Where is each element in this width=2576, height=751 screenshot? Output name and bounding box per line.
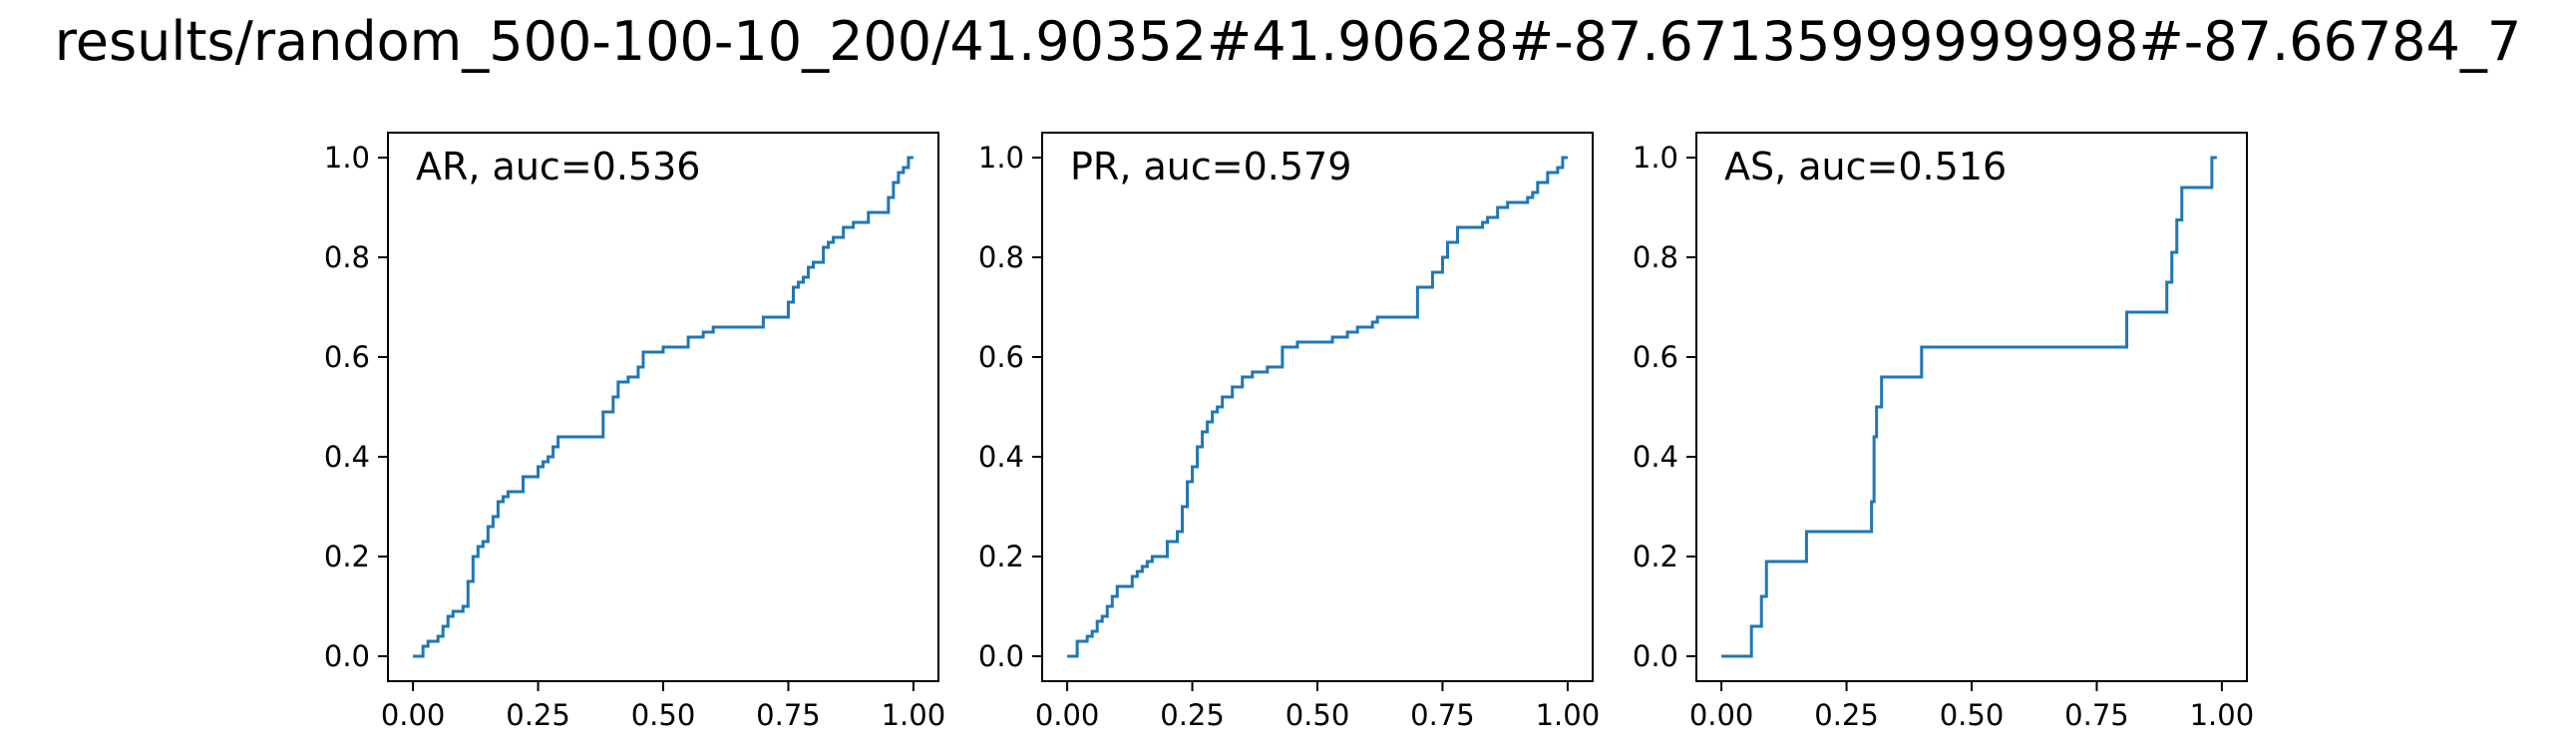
x-tick-label: 0.00 [1035,698,1100,732]
y-tick-label: 0.6 [1633,340,1678,374]
x-tick-label: 0.50 [1940,698,2005,732]
plot-frame [1041,132,1594,682]
y-tick-label: 0.0 [978,639,1024,673]
y-tick-label: 0.8 [1633,240,1678,274]
x-tick-label: 0.75 [1410,698,1475,732]
y-tick-label: 0.6 [324,340,370,374]
y-tick-label: 0.8 [978,240,1024,274]
y-tick-label: 1.0 [1633,141,1678,175]
y-tick-label: 0.0 [324,639,370,673]
x-tick-label: 0.25 [506,698,570,732]
x-tick-label: 0.00 [381,698,446,732]
roc-step-line [413,156,914,658]
x-tick-label: 0.50 [631,698,696,732]
subplot-pr: 0.00 0.25 0.50 0.75 1.00 0.0 0.2 0.4 0.6 0.8 1.0 PR… [978,132,1601,732]
auc-annotation: AS, auc=0.516 [1724,145,2007,188]
y-tick-label: 0.2 [324,540,370,573]
x-tick-label: 0.00 [1689,698,1754,732]
y-tick-label: 0.2 [978,540,1024,573]
y-tick-label: 0.8 [324,240,370,274]
x-tick-label: 0.75 [2064,698,2129,732]
x-tick-label: 0.75 [756,698,821,732]
y-tick-label: 1.0 [978,141,1024,175]
subplot-as: 0.00 0.25 0.50 0.75 1.00 0.0 0.2 0.4 0.6 0.8 1.0 AS… [1633,132,2255,732]
x-tick-label: 1.00 [882,698,946,732]
x-tick-label: 1.00 [1536,698,1601,732]
x-tick-label: 1.00 [2190,698,2255,732]
plot-frame [387,132,939,682]
y-tick-label: 0.4 [978,440,1024,474]
figure-title: results/random_500-100-10_200/41.90352#4… [54,10,2522,73]
y-tick-label: 0.4 [1633,440,1678,474]
y-tick-label: 1.0 [324,141,370,175]
auc-annotation: PR, auc=0.579 [1070,145,1351,188]
y-tick-label: 0.2 [1633,540,1678,573]
x-tick-label: 0.25 [1160,698,1225,732]
roc-step-line [1067,156,1568,658]
y-tick-label: 0.4 [324,440,370,474]
x-tick-label: 0.25 [1814,698,1879,732]
y-tick-label: 0.0 [1633,639,1678,673]
auc-annotation: AR, auc=0.536 [416,145,700,188]
x-tick-label: 0.50 [1286,698,1350,732]
y-tick-label: 0.6 [978,340,1024,374]
plot-frame [1695,132,2248,682]
subplot-ar: 0.00 0.25 0.50 0.75 1.00 0.0 0.2 0.4 0.6 0.8 1.0 AR… [324,132,946,732]
roc-step-line [1721,156,2217,658]
